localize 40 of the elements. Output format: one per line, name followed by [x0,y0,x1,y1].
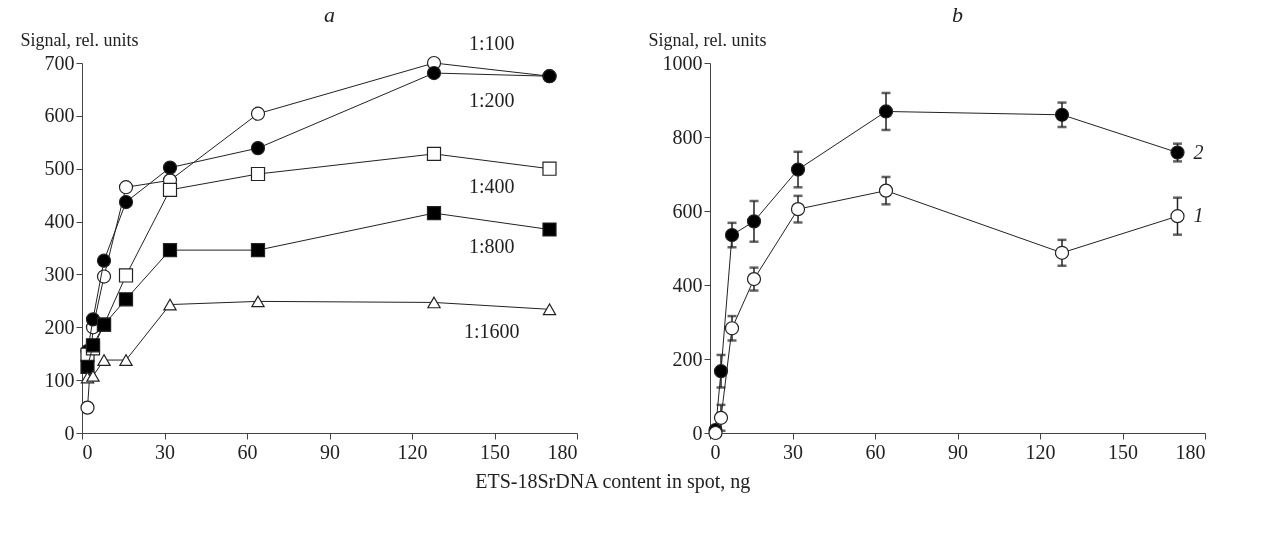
x-tick-label: 30 [155,440,175,463]
y-tick-label: 600 [672,199,703,222]
x-tick-label: 60 [237,440,258,463]
y-tick-label: 300 [44,262,75,285]
series-label: 1:100 [468,31,515,54]
x-tick-label: 90 [948,440,968,463]
y-tick-label: 600 [44,104,75,127]
y-tick-label: 700 [44,51,75,74]
x-tick-label: 180 [547,440,578,463]
series-label: 1:200 [468,88,515,111]
y-tick-label: 0 [64,421,75,444]
x-tick-label: 150 [480,440,510,463]
series-label: 1 [1193,204,1204,227]
y-tick-label: 500 [44,157,75,180]
y-tick-label: 200 [44,315,75,338]
chart-title: a [324,2,335,27]
y-axis-title: Signal, rel. units [648,29,767,50]
y-tick-label: 100 [44,368,75,391]
y-tick-label: 200 [672,347,703,370]
x-tick-label: 180 [1175,440,1206,463]
x-axis-title: ETS-18SrDNA content in spot, ng [475,470,751,493]
y-axis-title: Signal, rel. units [20,29,139,50]
x-tick-label: 0 [82,440,93,463]
x-tick-label: 60 [865,440,886,463]
series-label: 2 [1193,140,1204,163]
x-tick-label: 150 [1108,440,1138,463]
x-tick-label: 90 [320,440,340,463]
y-tick-label: 0 [692,421,703,444]
series-label: 1:1600 [463,319,520,342]
x-tick-label: 120 [1025,440,1056,463]
chart-title: b [952,2,963,27]
x-tick-label: 0 [710,440,721,463]
series-label: 1:800 [468,235,515,258]
y-tick-label: 400 [44,210,75,233]
x-tick-label: 30 [783,440,803,463]
y-tick-label: 800 [672,125,703,148]
y-tick-label: 400 [672,273,703,296]
y-tick-label: 1000 [662,51,703,74]
series-label: 1:400 [468,175,515,198]
x-tick-label: 120 [397,440,428,463]
